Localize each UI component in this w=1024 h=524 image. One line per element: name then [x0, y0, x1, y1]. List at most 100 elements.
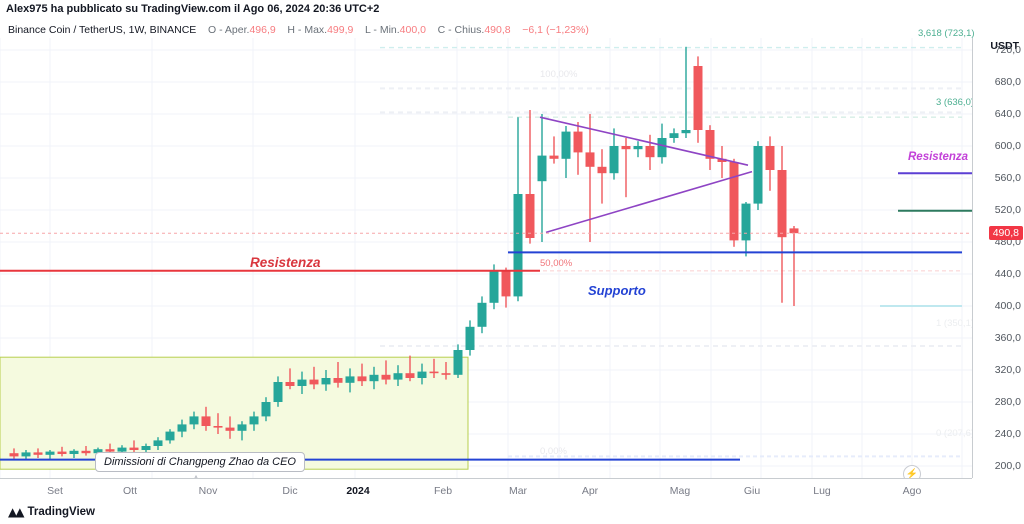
- open-label: O - Aper.: [208, 24, 250, 36]
- price-tick: 240,0: [994, 428, 1021, 440]
- candle-body: [453, 350, 463, 375]
- candle-body: [213, 426, 223, 428]
- candle-body: [57, 451, 67, 454]
- label-ext-1: 1 (350,1): [936, 318, 975, 329]
- candle-body: [297, 379, 307, 386]
- time-tick: Mar: [508, 485, 528, 497]
- price-tick: 280,0: [994, 396, 1021, 408]
- candle-body: [417, 371, 427, 378]
- last-price-badge: 490,8: [988, 226, 1023, 241]
- price-tick: 680,0: [994, 76, 1021, 88]
- candle-body: [69, 450, 79, 454]
- candle-body: [729, 162, 739, 241]
- candle-body: [393, 373, 403, 380]
- candle-body: [657, 138, 667, 158]
- candle-body: [285, 382, 295, 386]
- triangle-lower-trendline[interactable]: [545, 170, 753, 234]
- candle-body: [681, 130, 691, 134]
- time-tick: Lug: [813, 485, 831, 497]
- price-tick: 560,0: [994, 172, 1021, 184]
- label-resistenza-left: Resistenza: [250, 255, 321, 270]
- low-value: 400,0: [399, 24, 426, 36]
- publish-info: Alex975 ha pubblicato su TradingView.com…: [6, 3, 380, 15]
- time-tick: Dic: [282, 485, 298, 497]
- candle-body: [561, 131, 571, 159]
- price-axis[interactable]: USDT 720,0 680,0 640,0 600,0 560,0 520,0 480,0…: [972, 38, 1024, 478]
- tradingview-mark-icon: ▲▲: [8, 505, 25, 519]
- label-resistenza-right: Resistenza: [908, 151, 969, 163]
- candle-body: [369, 374, 379, 382]
- candle-body: [621, 146, 631, 150]
- price-tick: 200,0: [994, 460, 1021, 472]
- price-tick: 440,0: [994, 268, 1021, 280]
- time-tick: Ago: [902, 485, 922, 497]
- candle-body: [489, 270, 499, 303]
- time-tick: 2024: [346, 485, 370, 497]
- label-ext-3618: 3,618 (723,1): [918, 28, 975, 39]
- candle-body: [549, 155, 559, 159]
- label-supporto: Supporto: [588, 283, 646, 298]
- callout-pointer: [194, 474, 198, 478]
- candle-body: [609, 146, 619, 174]
- label-ext-0: 0 (207,6): [936, 428, 975, 439]
- symbol-ohlc-bar: Binance Coin / TetherUS, 1W, BINANCE O -…: [8, 24, 589, 36]
- candle-body: [789, 228, 799, 234]
- price-tick: 600,0: [994, 140, 1021, 152]
- candle-body: [321, 378, 331, 385]
- candle-body: [765, 146, 775, 170]
- tradingview-brand-text: TradingView: [27, 506, 95, 518]
- candle-body: [645, 146, 655, 158]
- candle-body: [189, 416, 199, 425]
- candle-body: [693, 66, 703, 130]
- candle-body: [177, 424, 187, 432]
- candle-body: [105, 449, 115, 452]
- candle-body: [345, 376, 355, 383]
- candle-body: [753, 146, 763, 204]
- candle-body: [357, 376, 367, 382]
- triangle-upper-trendline[interactable]: [539, 116, 749, 166]
- time-axis[interactable]: Set Ott Nov Dic 2024 Feb Mar Apr Mag Giu Lug Ago: [0, 478, 972, 503]
- close-value: 490,8: [484, 24, 511, 36]
- label-fib-0: 0,00%: [540, 446, 567, 457]
- candle-body: [273, 382, 283, 402]
- chart-plot-area[interactable]: [0, 38, 972, 478]
- high-value: 499,9: [327, 24, 354, 36]
- symbol-title[interactable]: Binance Coin / TetherUS, 1W, BINANCE: [8, 24, 197, 36]
- tradingview-logo[interactable]: ▲▲ TradingView: [8, 505, 95, 519]
- chart-canvas: [0, 38, 972, 478]
- close-label: C - Chius.: [437, 24, 485, 36]
- candle-body: [21, 452, 31, 457]
- candle-body: [309, 379, 319, 385]
- candle-body: [537, 155, 547, 182]
- candle-body: [513, 194, 523, 297]
- candle-body: [153, 440, 163, 446]
- label-fib-50: 50,00%: [540, 258, 573, 269]
- candle-body: [81, 450, 91, 454]
- candle-body: [669, 133, 679, 138]
- time-tick: Set: [47, 485, 63, 497]
- candle-body: [585, 152, 595, 167]
- candle-body: [429, 371, 439, 374]
- price-axis-unit: USDT: [990, 40, 1019, 52]
- candle-body: [129, 447, 139, 450]
- candle-body: [717, 158, 727, 162]
- label-ext-3: 3 (636,0): [936, 97, 975, 108]
- candle-body: [597, 166, 607, 174]
- candle-body: [93, 449, 103, 454]
- candle-body: [9, 453, 19, 457]
- price-tick: 720,0: [994, 44, 1021, 56]
- time-tick: Giu: [743, 485, 761, 497]
- candle-body: [261, 402, 271, 417]
- candle-body: [165, 431, 175, 441]
- candle-body: [573, 131, 583, 153]
- price-tick: 640,0: [994, 108, 1021, 120]
- candle-body: [45, 451, 55, 455]
- time-tick: Feb: [433, 485, 453, 497]
- candle-body: [465, 326, 475, 350]
- price-tick: 520,0: [994, 204, 1021, 216]
- candle-body: [777, 170, 787, 238]
- price-tick: 320,0: [994, 364, 1021, 376]
- candle-body: [477, 302, 487, 327]
- candle-body: [405, 373, 415, 378]
